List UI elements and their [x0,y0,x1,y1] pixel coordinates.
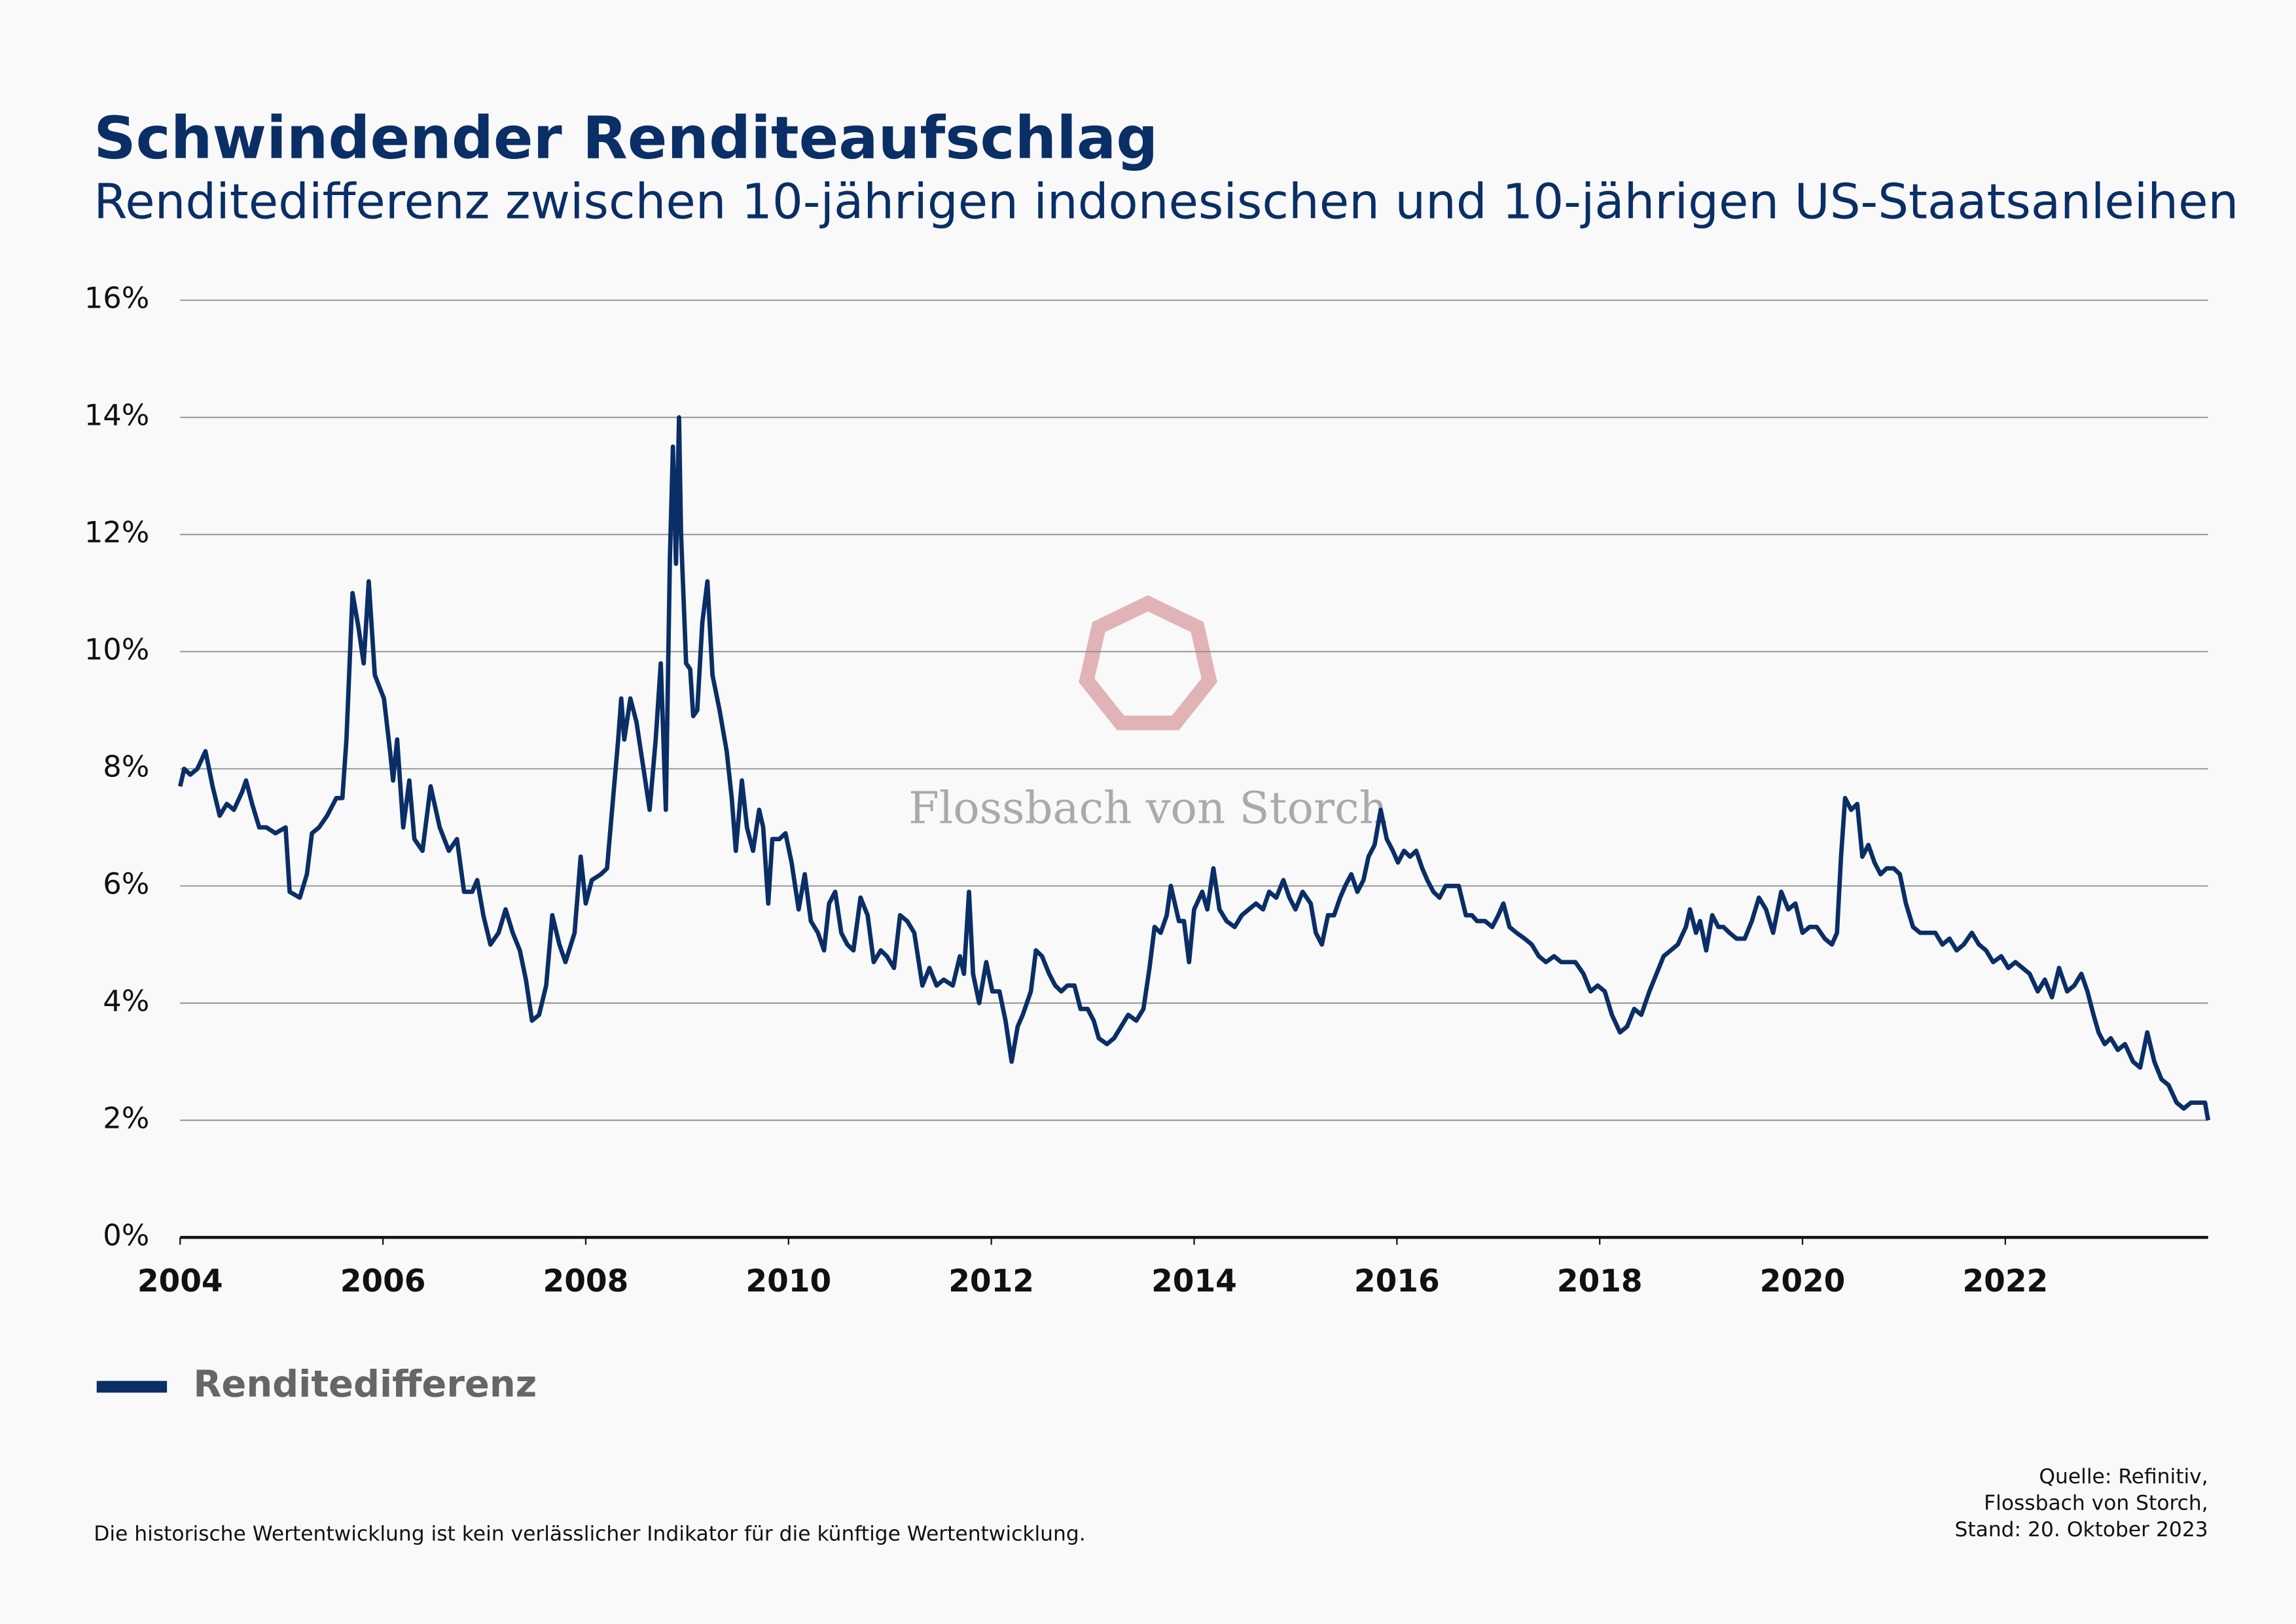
x-tick-label: 2018 [1557,1263,1643,1299]
x-tick-label: 2006 [340,1263,426,1299]
source: Stand: 20. Oktober 2023 [1955,1518,2208,1542]
x-tick-label: 2010 [745,1263,831,1299]
x-tick-label: 2008 [543,1263,629,1299]
watermark: Flossbach von Storch [908,782,1388,833]
x-tick-label: 2022 [1962,1263,2048,1299]
series-line [177,415,2211,1121]
y-tick-label: 16% [84,281,149,316]
source: Flossbach von Storch, [1984,1492,2208,1515]
y-tick-label: 10% [84,632,149,667]
x-tick-label: 2020 [1760,1263,1846,1299]
y-tick-label: 12% [84,515,149,550]
watermark-logo [1079,595,1217,731]
y-tick-label: 0% [103,1218,149,1252]
x-tick-label: 2016 [1354,1263,1440,1299]
disclaimer: Die historische Wertentwicklung ist kein… [94,1522,1085,1545]
y-tick-label: 4% [103,983,149,1018]
legend-swatch [96,1380,168,1393]
y-tick-label: 8% [103,749,149,784]
x-tick-label: 2004 [137,1263,223,1299]
x-tick-label: 2012 [948,1263,1034,1299]
y-tick-label: 6% [103,866,149,901]
legend-label: Renditedifferenz [193,1363,537,1406]
y-tick-label: 14% [84,398,149,433]
x-tick-label: 2014 [1151,1263,1237,1299]
chart-subtitle: Renditedifferenz zwischen 10-jährigen in… [94,173,2238,230]
source: Quelle: Refinitiv, [2039,1465,2208,1489]
y-tick-label: 2% [103,1100,149,1135]
chart-title: Schwindender Renditeaufschlag [94,105,1158,173]
